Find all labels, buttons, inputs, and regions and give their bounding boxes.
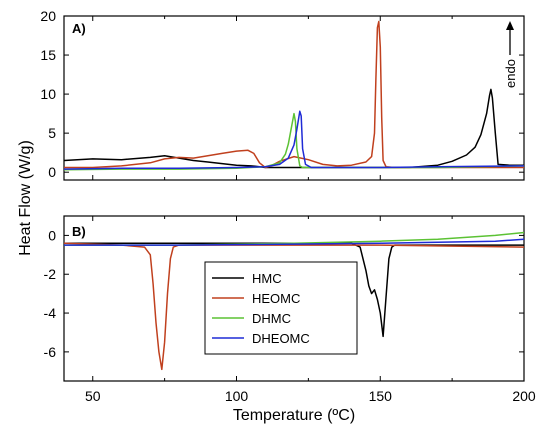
endo-arrow-icon <box>506 21 514 30</box>
series-hmc-line <box>63 88 524 169</box>
y-tick-label: 5 <box>48 125 56 141</box>
panel-a-label: A) <box>72 21 86 36</box>
panel-b-series-group <box>63 231 525 371</box>
legend-entries: HMC HEOMC DHMC DHEOMC <box>212 271 310 346</box>
y-tick-label: 0 <box>48 227 56 243</box>
legend: HMC HEOMC DHMC DHEOMC <box>204 261 358 355</box>
panel-a-y-tick-labels: 0 5 10 15 20 <box>40 8 56 180</box>
panel-b-x-tick-labels: 50 100 150 200 <box>85 388 536 404</box>
y-tick-label: -6 <box>44 344 57 360</box>
y-tick-label: 0 <box>48 164 56 180</box>
y-tick-label: 10 <box>40 86 56 102</box>
series-dheomc-line <box>63 110 525 170</box>
panel-a-thermogram: 0 5 10 15 20 A) endo <box>40 8 525 181</box>
panel-a-ticks <box>64 15 525 180</box>
panel-b-frame <box>63 215 525 382</box>
legend-label-heomc: HEOMC <box>252 291 300 306</box>
y-tick-label: -4 <box>44 305 57 321</box>
legend-label-dhmc: DHMC <box>252 311 291 326</box>
panel-a-frame <box>63 15 525 181</box>
panel-b-label: B) <box>72 224 86 239</box>
x-tick-label: 50 <box>85 388 101 404</box>
x-tick-label: 200 <box>512 388 536 404</box>
panel-a-series-group <box>63 20 525 171</box>
x-tick-label: 100 <box>225 388 249 404</box>
series-dheomc-line <box>64 238 525 246</box>
endo-annotation: endo <box>503 21 518 88</box>
y-axis-label: Heat Flow (W/g) <box>17 140 34 256</box>
x-tick-label: 150 <box>369 388 393 404</box>
panel-b-thermogram: 50 100 150 200 0 -2 -4 -6 B) HMC HEOMC DHMC DHEOM… <box>44 215 536 404</box>
x-axis-label: Temperature (ºC) <box>233 407 355 424</box>
panel-b-ticks <box>64 216 525 381</box>
y-tick-label: 15 <box>40 47 56 63</box>
y-tick-label: 20 <box>40 8 56 24</box>
endo-label: endo <box>503 59 518 88</box>
y-tick-label: -2 <box>44 266 57 282</box>
legend-label-dheomc: DHEOMC <box>252 331 310 346</box>
legend-label-hmc: HMC <box>252 271 282 286</box>
panel-b-y-tick-labels: 0 -2 -4 -6 <box>44 227 57 359</box>
